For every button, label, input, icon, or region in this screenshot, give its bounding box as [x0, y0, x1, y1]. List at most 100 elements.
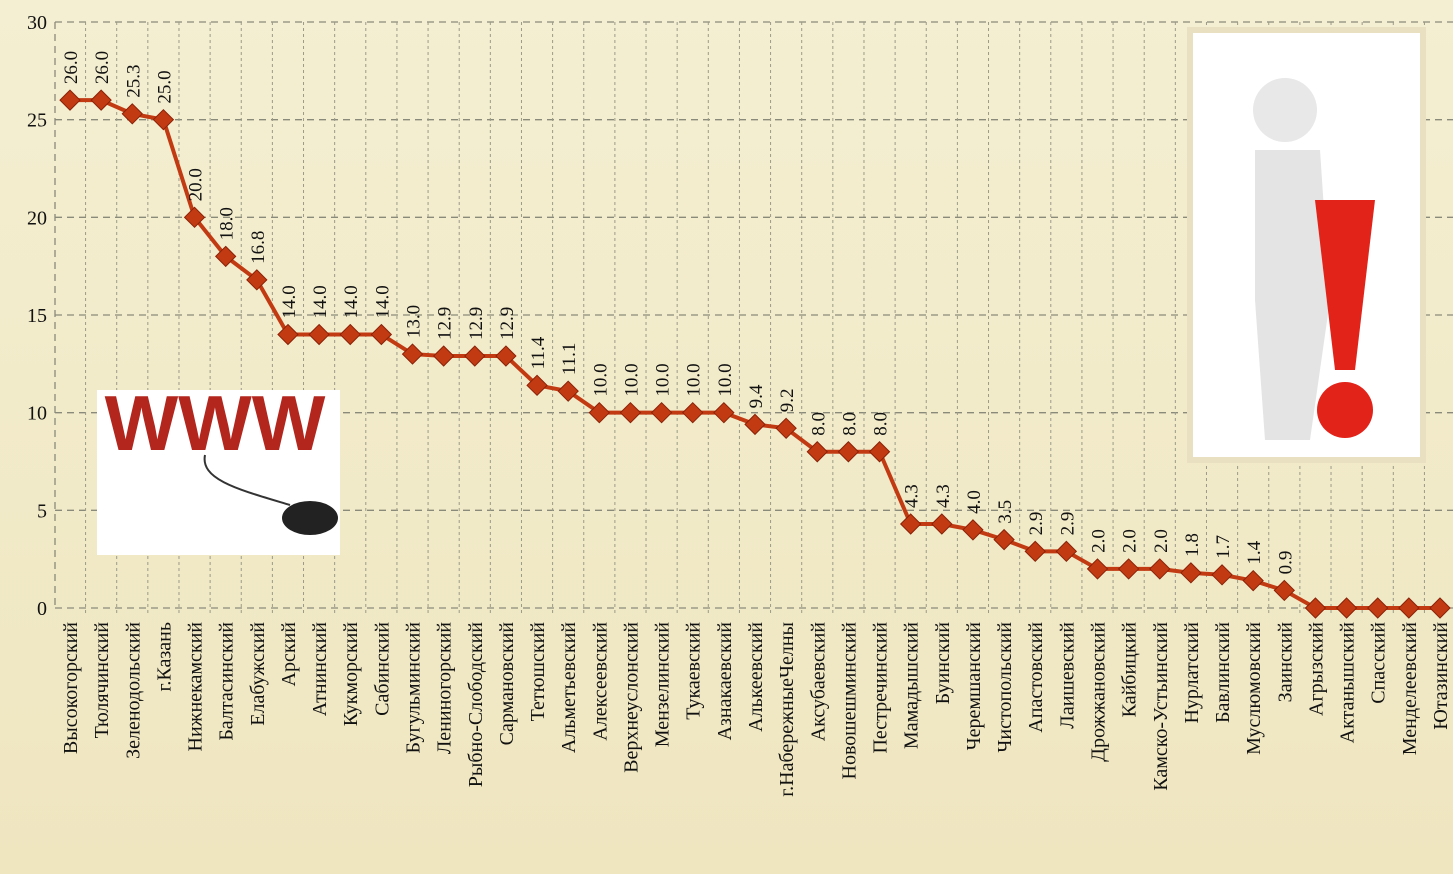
marker	[899, 513, 922, 535]
marker	[1335, 597, 1358, 619]
marker	[1086, 558, 1109, 580]
x-tick-label: Нижнекамский	[185, 622, 207, 752]
x-tick-label: Кайбицкий	[1119, 622, 1141, 718]
marker	[1055, 540, 1078, 563]
exclamation-dot	[1317, 382, 1373, 438]
marker	[370, 323, 393, 346]
marker	[526, 374, 548, 397]
value-label: 26.0	[61, 51, 82, 84]
x-tick-label: Пестречинский	[870, 622, 892, 754]
x-tick-label: Менделеевский	[1399, 622, 1421, 756]
value-label: 9.2	[777, 389, 798, 413]
person-head	[1253, 78, 1317, 142]
x-tick-label: Тюлячинский	[91, 622, 113, 739]
value-label: 0.9	[1275, 551, 1296, 575]
marker	[1367, 597, 1389, 619]
value-label: 1.7	[1213, 535, 1234, 559]
y-tick-label: 25	[27, 110, 47, 132]
x-tick-label: Спасский	[1368, 622, 1390, 704]
marker	[214, 245, 237, 268]
x-tick-label: Тетюшский	[527, 622, 549, 722]
value-label: 26.0	[92, 51, 113, 84]
y-tick-label: 20	[27, 207, 47, 229]
x-tick-label: Апастовский	[1025, 622, 1047, 733]
value-label: 20.0	[186, 168, 207, 201]
marker	[1273, 579, 1296, 602]
x-tick-label: Сабинский	[371, 622, 393, 716]
marker	[432, 345, 455, 367]
value-label: 12.9	[497, 307, 518, 340]
value-label: 3.5	[995, 500, 1016, 524]
marker	[1149, 558, 1171, 580]
www-text: WWW	[105, 379, 326, 467]
value-label: 4.0	[964, 490, 985, 514]
x-tick-label: Агрызский	[1305, 622, 1327, 716]
marker	[650, 401, 673, 424]
x-tick-label: Ютазинский	[1430, 622, 1452, 730]
marker	[308, 323, 330, 346]
marker	[775, 417, 797, 440]
value-label: 11.1	[559, 343, 580, 376]
marker	[1211, 564, 1233, 586]
marker	[1429, 597, 1451, 619]
value-label: 2.0	[1089, 529, 1110, 553]
x-tick-label: г.НабережныеЧелны	[776, 622, 798, 797]
marker	[401, 343, 424, 365]
y-tick-label: 0	[37, 598, 47, 620]
x-tick-label: Балтасинский	[216, 622, 238, 741]
y-tick-label: 10	[27, 403, 47, 425]
x-tick-label: Атнинский	[309, 622, 331, 717]
value-label: 14.0	[310, 285, 331, 318]
value-label: 1.4	[1244, 540, 1265, 564]
y-tick-label: 5	[37, 500, 47, 522]
x-tick-label: Аксубаевский	[807, 622, 829, 742]
value-label: 12.9	[466, 307, 487, 340]
x-tick-label: Бугульминский	[403, 622, 425, 754]
x-tick-label: Кукморский	[340, 622, 362, 727]
x-tick-label: Нурлатский	[1181, 622, 1203, 724]
x-tick-label: Высокогорский	[60, 622, 82, 754]
marker	[1242, 569, 1264, 592]
x-tick-label: Альметьевский	[558, 622, 580, 753]
marker	[246, 269, 268, 291]
value-label: 9.4	[746, 384, 767, 408]
value-label: 11.4	[528, 336, 549, 369]
x-tick-label: Муслюмовский	[1243, 622, 1265, 755]
value-label: 2.9	[1057, 512, 1078, 536]
x-tick-label: Новошешминский	[838, 622, 860, 780]
exclamation-bar	[1315, 200, 1375, 370]
value-label: 13.0	[404, 305, 425, 338]
marker	[806, 441, 828, 463]
x-tick-label: Актанышский	[1337, 622, 1359, 744]
marker	[1024, 540, 1046, 563]
value-label: 2.9	[1026, 512, 1047, 536]
mouse	[282, 501, 338, 535]
x-tick-label: Лениногорский	[434, 622, 456, 754]
marker	[744, 413, 766, 436]
x-tick-label: Мензелинский	[652, 622, 674, 748]
marker	[682, 401, 704, 424]
marker	[619, 401, 642, 424]
value-label: 16.8	[248, 231, 269, 264]
marker	[1304, 597, 1327, 619]
marker	[339, 323, 361, 346]
x-tick-label: Камско-Устьинский	[1150, 622, 1172, 791]
marker	[557, 380, 579, 402]
value-label: 8.0	[871, 412, 892, 436]
y-tick-label: 30	[27, 12, 47, 34]
marker	[962, 519, 984, 541]
x-tick-label: г.Казань	[153, 622, 175, 692]
value-label: 8.0	[839, 412, 860, 436]
marker	[931, 513, 953, 535]
person-body	[1255, 150, 1330, 440]
marker	[588, 401, 611, 424]
mouse-cable	[203, 454, 291, 506]
x-tick-label: Елабужский	[247, 622, 269, 726]
value-label: 10.0	[684, 363, 705, 396]
marker	[277, 323, 299, 346]
x-tick-label: Сармановский	[496, 622, 518, 746]
value-label: 2.0	[1120, 529, 1141, 553]
value-label: 14.0	[279, 285, 300, 318]
